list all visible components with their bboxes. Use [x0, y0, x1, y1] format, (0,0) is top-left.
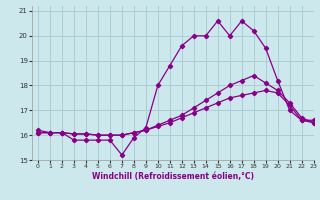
X-axis label: Windchill (Refroidissement éolien,°C): Windchill (Refroidissement éolien,°C) — [92, 172, 254, 181]
